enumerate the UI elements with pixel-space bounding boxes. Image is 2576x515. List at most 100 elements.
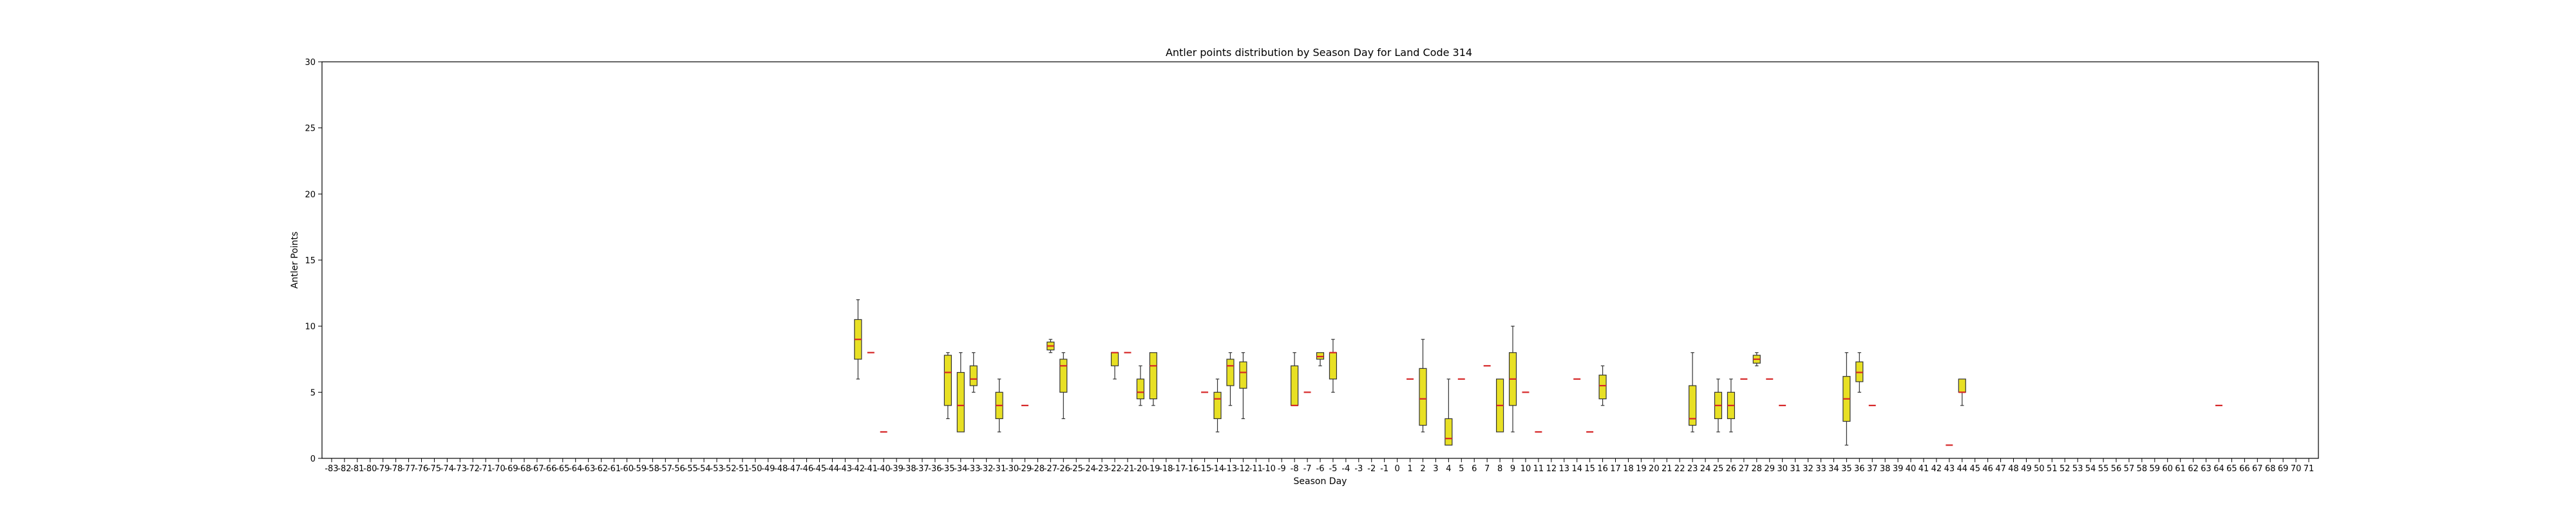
x-tick-label: -59 [633,464,647,474]
x-tick-label: 35 [1841,464,1852,474]
x-tick-label: -69 [504,464,518,474]
x-tick-label: -71 [479,464,493,474]
x-tick-label: 60 [2162,464,2173,474]
x-tick-label: -30 [1005,464,1019,474]
x-tick-label: -7 [1303,464,1312,474]
x-tick-label: -63 [582,464,595,474]
box-group [1855,352,1864,393]
x-tick-label: 63 [2201,464,2211,474]
box-group [969,352,978,393]
x-tick-label: -29 [1018,464,1032,474]
box [1444,418,1453,446]
box-group [1059,352,1068,420]
x-tick-label: -66 [543,464,556,474]
x-tick-label: 50 [2034,464,2045,474]
box-group [1239,352,1247,420]
box-group [943,352,952,420]
x-tick-label: -49 [761,464,775,474]
x-tick-label: -33 [967,464,980,474]
box-group [854,299,862,380]
x-tick-label: -23 [1095,464,1108,474]
x-tick-label: -73 [453,464,467,474]
x-tick-label: 62 [2188,464,2199,474]
box-group [1444,379,1453,446]
x-tick-label: -5 [1329,464,1337,474]
x-tick-label: -57 [659,464,672,474]
x-tick-label: -38 [902,464,916,474]
x-tick-label: 64 [2213,464,2224,474]
x-tick-label: -53 [710,464,723,474]
x-tick-label: -8 [1291,464,1299,474]
x-tick-label: 16 [1597,464,1608,474]
box [1239,361,1247,389]
x-tick-label: 33 [1815,464,1826,474]
y-tick-label: 5 [310,388,316,398]
x-tick-label: -13 [1224,464,1237,474]
box-group [1598,365,1607,406]
box [1958,379,1966,393]
box-group [1149,352,1157,406]
x-tick-label: -4 [1341,464,1350,474]
y-tick-label: 0 [310,454,316,464]
x-tick-label: 45 [1969,464,1980,474]
x-tick-label: -37 [915,464,929,474]
x-tick-label: 54 [2085,464,2096,474]
x-tick-label: -31 [992,464,1006,474]
x-tick-label: -82 [337,464,351,474]
x-tick-label: -20 [1133,464,1147,474]
x-tick-label: -27 [1044,464,1057,474]
x-tick-label: 32 [1803,464,1814,474]
box-group [1727,379,1736,433]
x-tick-label: 48 [2008,464,2019,474]
boxes-layer [854,299,2222,446]
box [956,371,965,433]
x-tick-label: 43 [1944,464,1955,474]
box-group [1508,326,1517,433]
y-tick-label: 30 [305,58,316,68]
box-group [1291,352,1299,406]
x-tick-label: -51 [735,464,749,474]
x-tick-label: 66 [2239,464,2250,474]
x-tick-label: 56 [2111,464,2122,474]
x-tick-label: -56 [672,464,685,474]
x-tick-label: -83 [325,464,338,474]
y-axis-label: Antler Points [290,232,300,289]
y-axis-ticks: 0 5 10 15 20 25 30 [305,58,322,464]
x-tick-label: -43 [838,464,852,474]
x-tick-label: 65 [2226,464,2237,474]
box [1110,352,1119,366]
x-tick-label: 67 [2252,464,2263,474]
x-tick-label: -44 [826,464,839,474]
x-tick-label: -74 [440,464,454,474]
box-group [1110,351,1119,380]
x-tick-label: 15 [1584,464,1595,474]
x-tick-label: 55 [2098,464,2109,474]
x-tick-label: -50 [748,464,762,474]
x-tick-label: 57 [2124,464,2135,474]
box-group [1136,365,1144,406]
x-tick-label: 24 [1700,464,1711,474]
x-tick-label: -14 [1211,464,1224,474]
x-tick-label: 20 [1649,464,1660,474]
box [943,355,952,406]
x-axis-label: Season Day [1294,476,1347,487]
x-tick-label: 11 [1533,464,1544,474]
x-tick-label: 29 [1764,464,1775,474]
x-tick-label: -9 [1278,464,1286,474]
x-tick-label: -58 [646,464,659,474]
box-group [1958,379,1966,406]
x-tick-label: 53 [2072,464,2083,474]
x-tick-label: -67 [530,464,544,474]
x-tick-label: 25 [1713,464,1724,474]
x-tick-label: -25 [1070,464,1083,474]
box-group [956,352,965,433]
x-tick-label: -79 [376,464,390,474]
x-tick-label: 0 [1394,464,1399,474]
x-tick-label: -18 [1159,464,1173,474]
box-group [1419,339,1427,433]
box-group [1752,352,1761,366]
x-tick-label: 14 [1571,464,1582,474]
box-group [1213,379,1222,433]
x-tick-label: 38 [1880,464,1891,474]
